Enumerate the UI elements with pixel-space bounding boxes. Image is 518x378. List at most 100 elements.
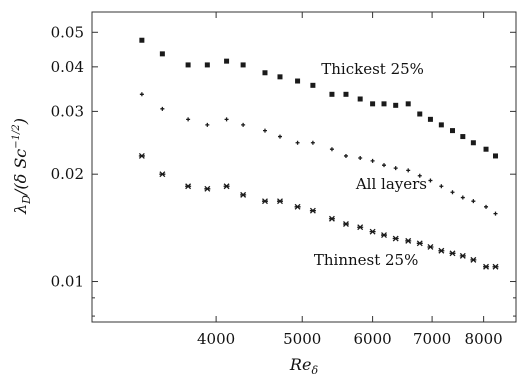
y-axis-label-suffix: ) [11, 118, 30, 125]
series-annotation: All layers [355, 175, 427, 193]
data-point-thickest [185, 62, 191, 68]
x-tick-label: 8000 [465, 330, 503, 348]
data-point-thickest [277, 74, 283, 80]
data-point-thickest [204, 62, 210, 68]
plot-frame [91, 11, 517, 323]
data-point-all-layers [224, 117, 229, 122]
data-point-all-layers [406, 168, 411, 173]
data-point-thickest [357, 96, 363, 102]
data-point-thinnest [240, 191, 247, 198]
y-tick-label: 0.02 [51, 165, 84, 183]
data-point-thickest [427, 116, 433, 122]
data-point-thickest [329, 91, 335, 97]
data-point-all-layers [439, 184, 444, 189]
data-point-thickest [470, 140, 476, 146]
data-point-thickest [438, 122, 444, 128]
data-point-all-layers [358, 156, 363, 161]
x-tick-label: 5000 [283, 330, 321, 348]
data-point-thinnest [328, 215, 335, 222]
x-tick-label: 4000 [197, 330, 235, 348]
data-point-thickest [343, 91, 349, 97]
data-point-all-layers [160, 106, 165, 111]
data-point-thinnest [223, 183, 230, 190]
data-point-all-layers [262, 128, 267, 133]
data-point-thickest [159, 51, 165, 57]
data-point-all-layers [277, 134, 282, 139]
data-point-all-layers [382, 163, 387, 168]
y-axis-label-sub: D [20, 195, 33, 205]
y-tick-label: 0.04 [51, 58, 84, 76]
y-axis-ticks: 0.01 0.02 0.03 0.04 0.05 [51, 23, 516, 317]
data-point-thinnest [427, 244, 434, 250]
data-point-thickest [139, 37, 145, 43]
data-point-thinnest [492, 263, 499, 270]
x-tick-label: 6000 [354, 330, 392, 348]
data-point-thinnest [449, 250, 456, 257]
x-axis-label-sub: δ [311, 364, 318, 377]
data-point-thickest [370, 101, 376, 107]
data-point-thinnest [342, 221, 349, 227]
data-point-thickest [449, 128, 455, 134]
data-point-all-layers [493, 211, 498, 216]
data-point-all-layers [241, 122, 246, 127]
y-axis-label-body: /(δ Sc [11, 149, 30, 197]
data-point-thickest [381, 101, 387, 107]
data-point-thickest [240, 62, 246, 68]
data-point-thinnest [369, 228, 376, 235]
y-axis-label-sup: −1/2 [11, 124, 22, 148]
series-annotation: Thinnest 25% [314, 251, 419, 269]
data-point-thickest [262, 70, 268, 76]
data-point-thinnest [357, 224, 364, 231]
data-point-thickest [310, 82, 316, 88]
x-tick-label: 7000 [413, 330, 451, 348]
data-point-thinnest [483, 263, 490, 270]
data-point-thinnest [470, 256, 477, 263]
y-tick-label: 0.01 [51, 273, 84, 291]
data-point-all-layers [139, 92, 144, 97]
data-point-thickest [295, 78, 301, 84]
data-point-thickest [493, 153, 499, 159]
data-point-thickest [224, 58, 230, 64]
data-points [138, 37, 499, 270]
series-annotations: Thickest 25% All layers Thinnest 25% [314, 60, 427, 269]
data-point-thinnest [309, 207, 316, 214]
data-point-thinnest [438, 247, 445, 254]
data-point-all-layers [329, 147, 334, 152]
data-point-all-layers [484, 204, 489, 209]
y-tick-label: 0.05 [51, 23, 84, 41]
data-point-thinnest [392, 235, 399, 242]
data-point-thinnest [204, 185, 211, 192]
data-point-thickest [460, 134, 466, 140]
y-axis-label-prefix: λ [11, 204, 30, 215]
data-point-thinnest [294, 203, 301, 210]
data-point-all-layers [343, 153, 348, 158]
data-point-all-layers [393, 166, 398, 171]
data-point-thinnest [185, 183, 192, 190]
y-axis-label: λD/(δ Sc−1/2) [11, 118, 33, 215]
data-point-thinnest [381, 232, 388, 239]
data-point-thinnest [405, 237, 412, 244]
x-axis-label: Reδ [289, 355, 319, 377]
data-point-all-layers [370, 158, 375, 163]
y-tick-label: 0.03 [51, 102, 84, 120]
data-point-all-layers [471, 199, 476, 204]
data-point-thickest [417, 111, 423, 117]
data-point-all-layers [417, 173, 422, 178]
data-point-thickest [483, 146, 489, 152]
series-annotation: Thickest 25% [321, 60, 424, 78]
data-point-thickest [393, 102, 399, 108]
data-point-all-layers [310, 140, 315, 145]
data-point-thinnest [459, 252, 466, 259]
data-point-thinnest [159, 171, 166, 178]
data-point-all-layers [450, 190, 455, 195]
data-point-thinnest [416, 240, 423, 247]
data-point-all-layers [295, 140, 300, 145]
data-point-thinnest [276, 198, 283, 205]
data-point-all-layers [205, 122, 210, 127]
data-point-thinnest [261, 198, 268, 205]
data-point-all-layers [460, 195, 465, 200]
data-point-thinnest [138, 152, 145, 159]
data-point-all-layers [428, 178, 433, 183]
data-point-thickest [405, 101, 411, 107]
